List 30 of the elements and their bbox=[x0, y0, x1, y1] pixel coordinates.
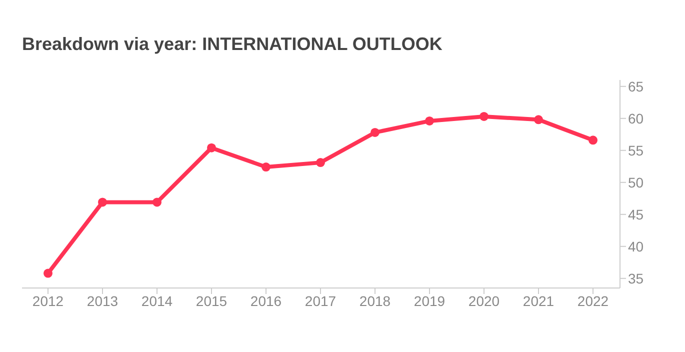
x-tick-label: 2017 bbox=[304, 292, 336, 309]
point bbox=[152, 198, 162, 207]
x-tick-label: 2021 bbox=[522, 292, 554, 309]
point bbox=[207, 143, 216, 152]
chart-title: Breakdown via year: INTERNATIONAL OUTLOOK bbox=[22, 34, 442, 55]
point bbox=[588, 136, 598, 145]
y-tick-label: 35 bbox=[628, 270, 644, 286]
y-tick-label: 45 bbox=[628, 206, 644, 222]
x-tick-label: 2015 bbox=[196, 292, 228, 309]
y-tick-label: 55 bbox=[628, 142, 644, 158]
y-tick-label: 60 bbox=[628, 110, 644, 126]
point bbox=[262, 162, 270, 172]
point bbox=[98, 198, 107, 207]
x-tick-label: 2012 bbox=[32, 292, 64, 309]
x-tick-label: 2020 bbox=[468, 292, 500, 309]
point bbox=[316, 158, 325, 168]
x-tick-label: 2022 bbox=[577, 292, 609, 309]
x-tick-label: 2016 bbox=[250, 292, 282, 309]
y-tick-label: 50 bbox=[628, 174, 644, 190]
point bbox=[370, 128, 380, 137]
x-tick-label: 2019 bbox=[414, 292, 446, 309]
point bbox=[44, 268, 52, 278]
point bbox=[480, 112, 488, 121]
y-tick-label: 65 bbox=[628, 78, 644, 94]
point bbox=[425, 116, 434, 126]
y-tick-label: 40 bbox=[628, 238, 644, 254]
point bbox=[534, 115, 543, 124]
x-tick-label: 2013 bbox=[86, 292, 118, 309]
x-tick-label: 2014 bbox=[141, 292, 173, 309]
x-tick-label: 2018 bbox=[359, 292, 391, 309]
